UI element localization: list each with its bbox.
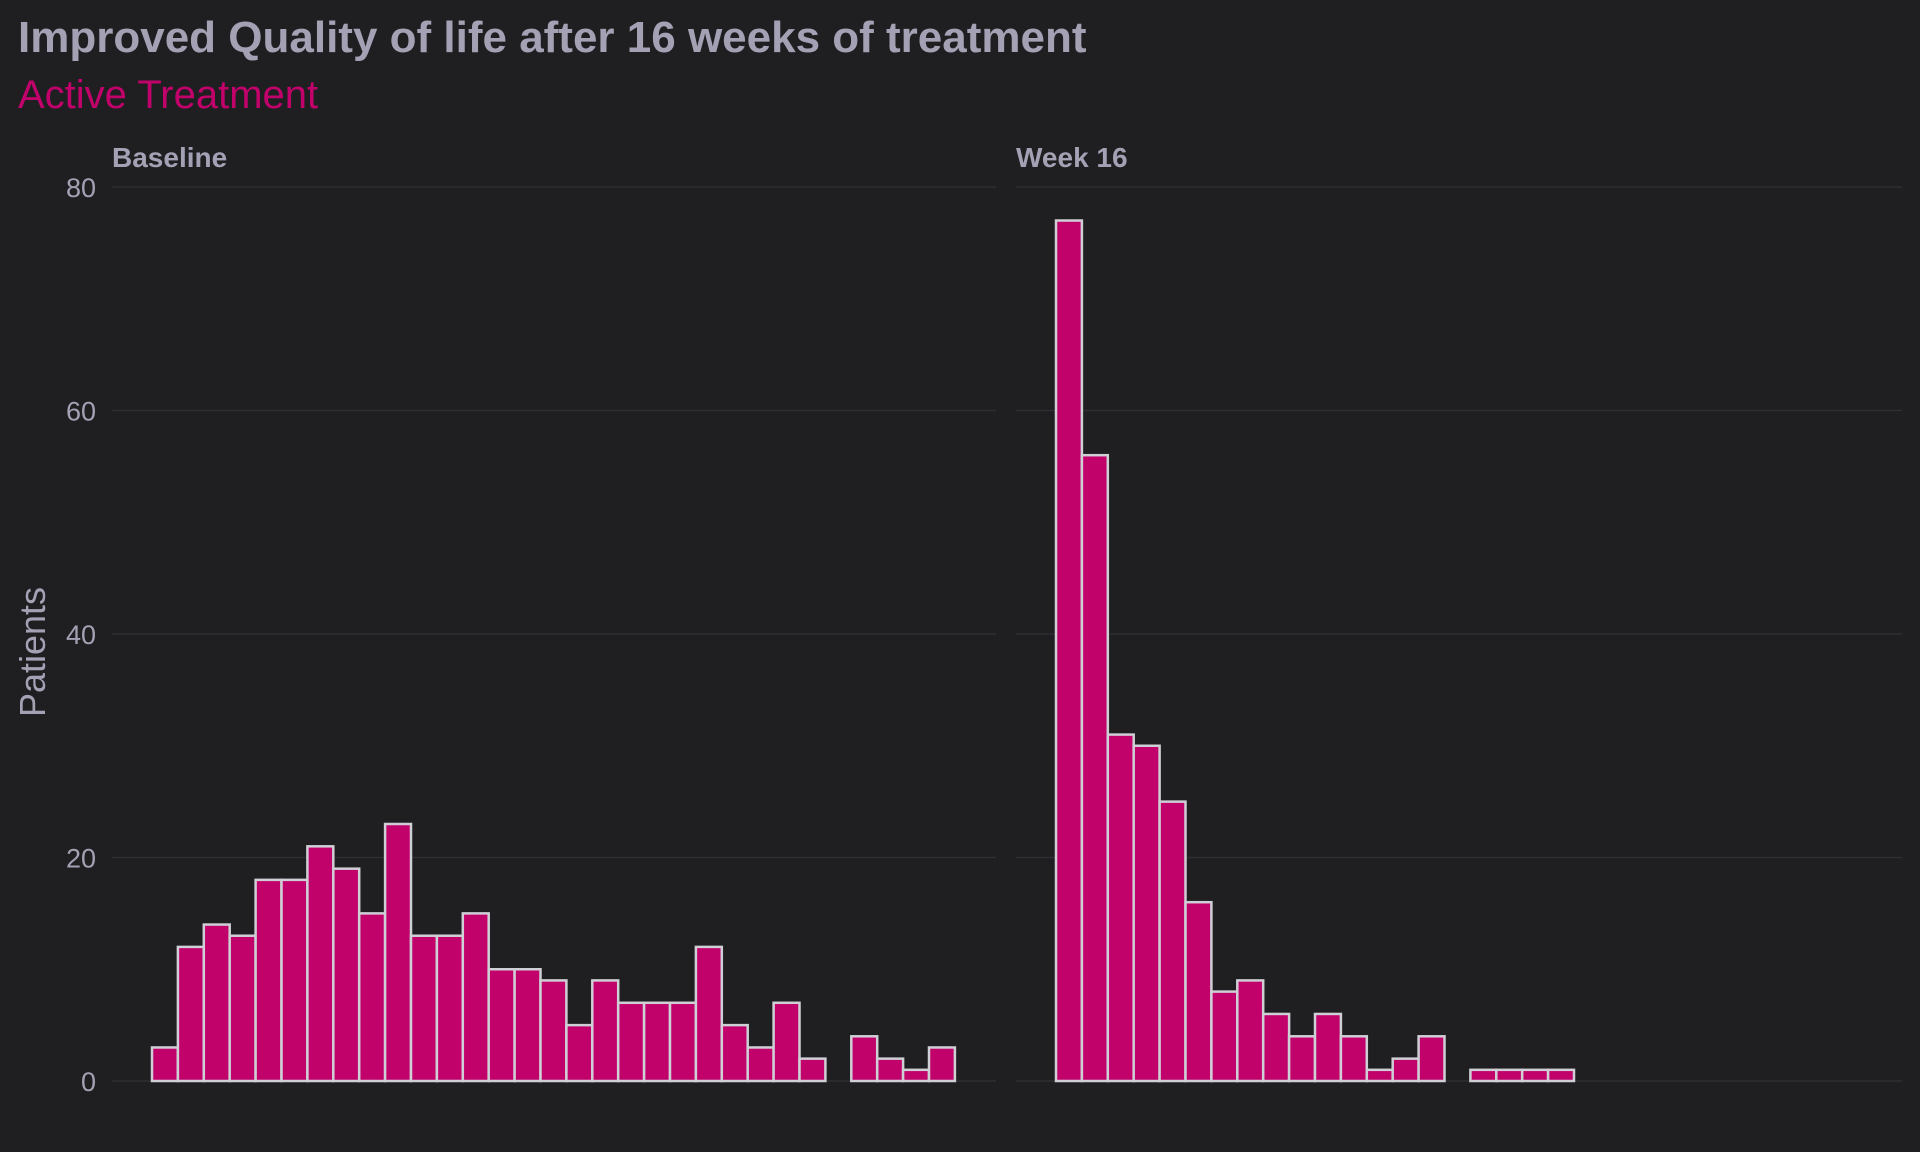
histogram-bar <box>1313 1012 1343 1083</box>
y-tick-labels: 0 20 40 60 80 <box>66 173 96 1097</box>
histogram-bar <box>383 822 413 1083</box>
histogram-bar <box>487 968 516 1083</box>
histogram-bar <box>591 979 620 1083</box>
histogram-bar <box>1210 990 1239 1083</box>
histogram-bar <box>202 923 231 1083</box>
histogram-bar <box>306 845 335 1083</box>
y-tick-label: 60 <box>66 397 96 427</box>
histogram-bar <box>772 1001 801 1083</box>
histogram-bar <box>513 968 542 1083</box>
histogram-bar <box>150 1046 180 1083</box>
histogram-bar <box>1106 733 1135 1083</box>
y-axis-title: Patients <box>12 587 53 717</box>
histogram-bar <box>720 1023 749 1083</box>
histogram-bar <box>1132 744 1161 1083</box>
y-tick-label: 40 <box>66 620 96 650</box>
week-16-bars <box>1054 219 1576 1083</box>
histogram-bar <box>1080 453 1110 1083</box>
histogram-bar <box>1469 1068 1498 1083</box>
histogram-bar <box>1287 1035 1317 1083</box>
histogram-bar <box>228 934 257 1083</box>
chart-subtitle: Active Treatment <box>18 73 318 117</box>
histogram-bar <box>642 1001 672 1083</box>
histogram-bar <box>409 934 439 1083</box>
histogram-bar <box>1495 1068 1524 1083</box>
histogram-bar <box>798 1057 827 1083</box>
histogram-bar <box>539 979 568 1083</box>
baseline-bars <box>150 822 957 1083</box>
y-tick-label: 80 <box>66 173 96 203</box>
histogram-bar <box>565 1023 594 1083</box>
histogram-bar <box>668 1001 698 1083</box>
histogram-bar <box>1365 1068 1394 1083</box>
histogram-bar <box>1391 1057 1420 1083</box>
histogram-bar <box>1546 1068 1576 1083</box>
y-tick-label: 20 <box>66 844 96 874</box>
facet-label-baseline: Baseline <box>112 142 227 173</box>
histogram-bar <box>332 867 361 1083</box>
gridlines <box>112 186 1902 1082</box>
histogram-bar <box>1339 1035 1369 1083</box>
histogram-bar <box>1158 800 1187 1083</box>
histogram-bar <box>1236 979 1265 1083</box>
histogram-bar <box>927 1046 957 1083</box>
histogram-bar <box>254 878 283 1083</box>
histogram-bar <box>176 945 206 1083</box>
histogram-bar <box>357 912 387 1083</box>
histogram-bar <box>280 878 309 1083</box>
histogram-bar <box>461 912 490 1083</box>
histogram-bar <box>746 1046 775 1083</box>
histogram-bar <box>1520 1068 1550 1083</box>
histogram-bar <box>901 1068 931 1083</box>
chart-title: Improved Quality of life after 16 weeks … <box>18 13 1087 62</box>
histogram-bar <box>875 1057 905 1083</box>
histogram-bar <box>694 945 724 1083</box>
histogram-bar <box>1417 1035 1446 1083</box>
histogram-bar <box>435 934 465 1083</box>
histogram-bar <box>850 1035 879 1083</box>
facet-label-week-16: Week 16 <box>1016 142 1128 173</box>
histogram-bar <box>1184 900 1213 1083</box>
histogram-bar <box>1261 1012 1291 1083</box>
histogram-bar <box>616 1001 646 1083</box>
histogram-bar <box>1054 219 1084 1083</box>
y-tick-label: 0 <box>81 1067 96 1097</box>
